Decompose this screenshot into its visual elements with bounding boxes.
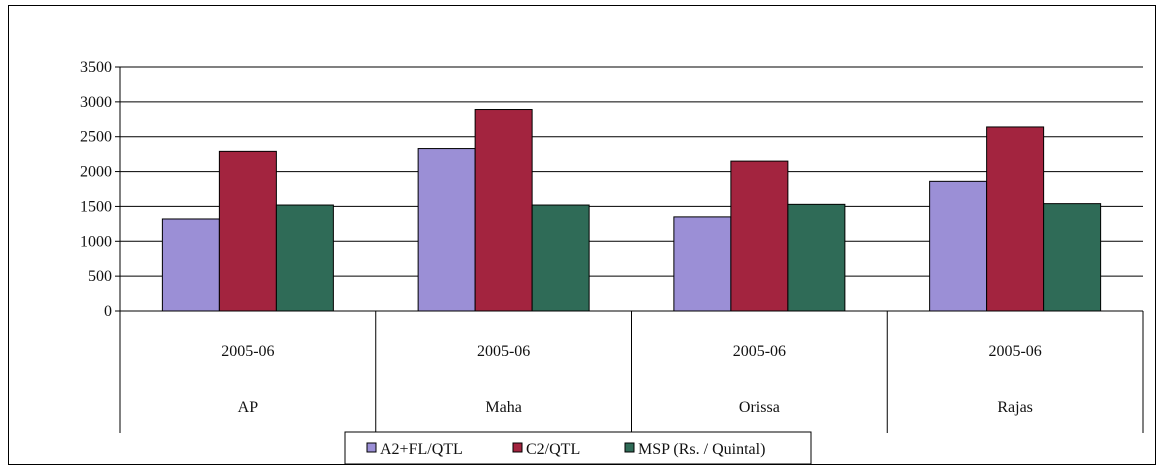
x-tick-label-period: 2005-06 — [733, 343, 786, 360]
bar — [275, 204, 334, 312]
legend-label: A2+FL/QTL — [380, 441, 463, 458]
bar — [161, 218, 220, 312]
bar — [673, 216, 732, 312]
x-tick-label-state: Rajas — [997, 399, 1033, 416]
x-tick-label-state: AP — [238, 399, 259, 416]
y-tick-label: 2500 — [80, 129, 112, 146]
y-tick-label: 0 — [104, 303, 112, 320]
bar — [474, 109, 533, 312]
bar — [730, 160, 789, 312]
y-tick-label: 2000 — [80, 164, 112, 181]
bar — [929, 180, 988, 312]
x-tick-label-period: 2005-06 — [221, 343, 274, 360]
bar — [787, 203, 846, 312]
legend-box — [344, 431, 812, 465]
x-tick-label-state: Maha — [485, 399, 521, 416]
bar — [986, 126, 1045, 312]
x-tick-label-state: Orissa — [739, 399, 780, 416]
legend-swatch — [624, 442, 635, 453]
y-tick-label: 1500 — [80, 198, 112, 215]
legend-swatch — [512, 442, 523, 453]
x-tick-label-period: 2005-06 — [988, 343, 1041, 360]
y-tick-label: 1000 — [80, 233, 112, 250]
y-tick-label: 3500 — [80, 59, 112, 76]
legend-label: C2/QTL — [526, 441, 580, 458]
y-tick-label: 500 — [88, 268, 112, 285]
bar — [1043, 203, 1102, 312]
bar — [531, 204, 590, 312]
bar — [417, 148, 476, 312]
x-tick-label-period: 2005-06 — [477, 343, 530, 360]
bar — [218, 150, 277, 312]
legend-swatch — [366, 442, 377, 453]
legend-label: MSP (Rs. / Quintal) — [638, 441, 765, 458]
y-tick-label: 3000 — [80, 94, 112, 111]
